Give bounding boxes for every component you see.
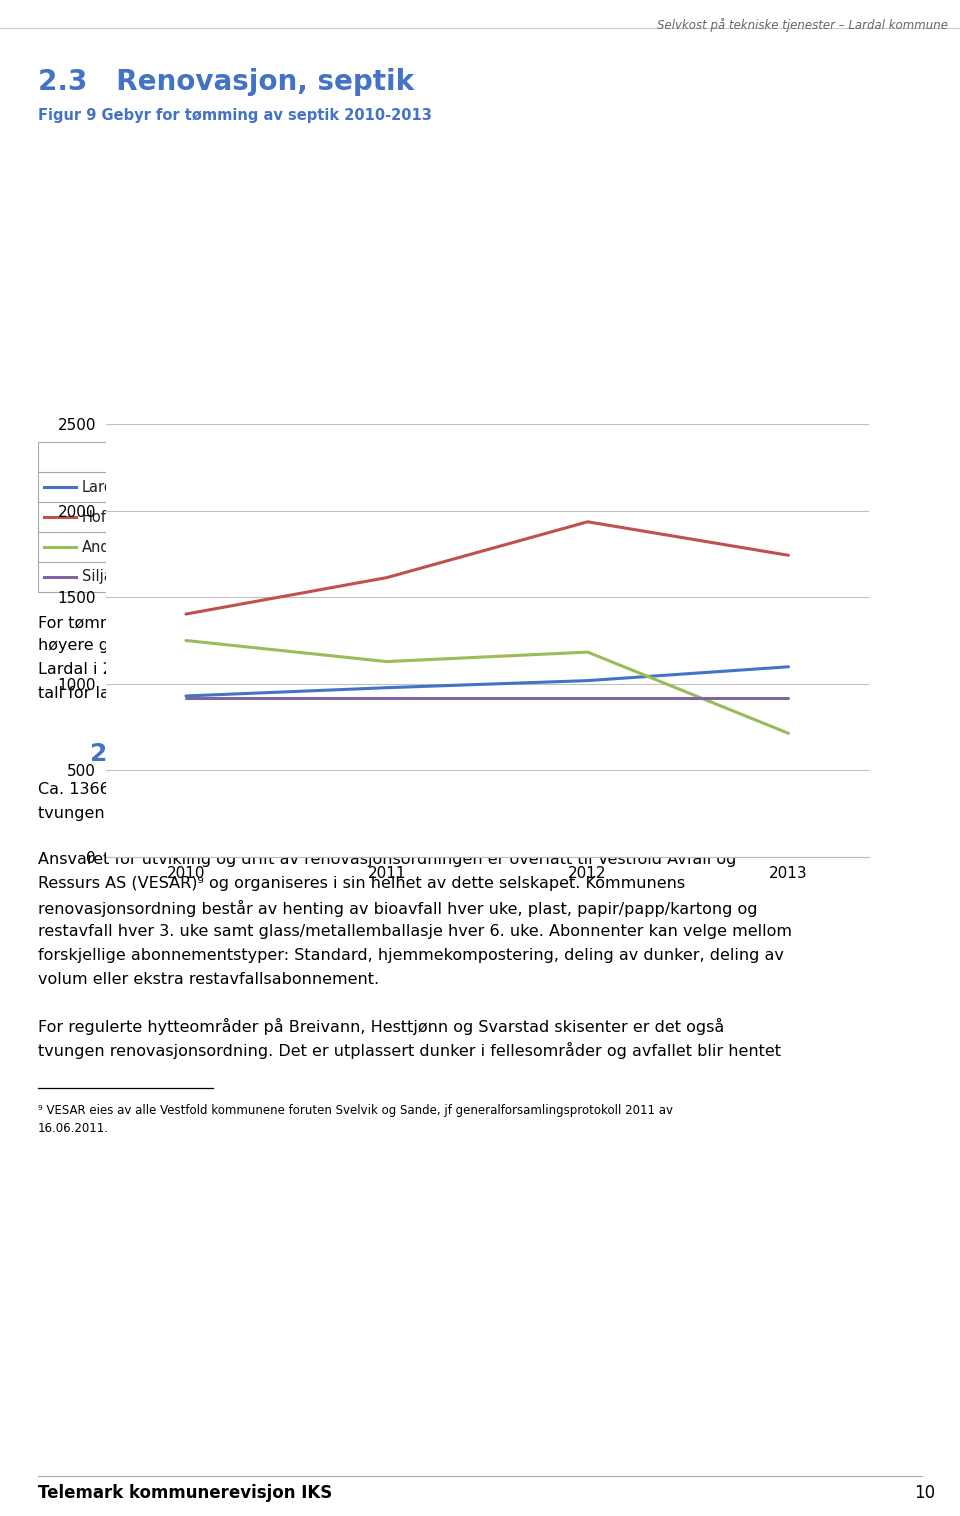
Text: 929: 929: [232, 479, 260, 494]
Text: 16.06.2011.: 16.06.2011.: [38, 1122, 109, 1135]
Text: 10: 10: [914, 1484, 935, 1502]
Text: Selvkost på tekniske tjenester – Lardal kommune: Selvkost på tekniske tjenester – Lardal …: [657, 18, 948, 32]
Text: 977: 977: [410, 479, 438, 494]
Text: Figur 9 Gebyr for tømming av septik 2010-2013: Figur 9 Gebyr for tømming av septik 2010…: [38, 108, 432, 123]
Text: Ca. 1366 abonnenter blir betjent via den kommunale renovasjonsordningen. Ordning: Ca. 1366 abonnenter blir betjent via den…: [38, 782, 766, 797]
Text: 2.3   Renovasjon, septik: 2.3 Renovasjon, septik: [38, 68, 414, 96]
Text: ⁹ VESAR eies av alle Vestfold kommunene foruten Svelvik og Sande, jf generalfors: ⁹ VESAR eies av alle Vestfold kommunene …: [38, 1104, 673, 1117]
Bar: [38, 443, 867, 593]
Text: Hof: Hof: [82, 509, 107, 525]
Text: restavfall hver 3. uke samt glass/metallemballasje hver 6. uke. Abonnenter kan v: restavfall hver 3. uke samt glass/metall…: [38, 923, 792, 938]
Text: For tømming av septik har Lardal kommune ligget på samme nivå som Siljan. Hof ha: For tømming av septik har Lardal kommune…: [38, 614, 766, 631]
Text: Ressurs AS (VESAR)⁹ og organiseres i sin helhet av dette selskapet. Kommunens: Ressurs AS (VESAR)⁹ og organiseres i sin…: [38, 876, 685, 891]
Text: tall for landsgjennomsnitt i KOSTRA.: tall for landsgjennomsnitt i KOSTRA.: [38, 687, 328, 700]
Text: Siljan: Siljan: [82, 570, 122, 585]
Text: 917: 917: [232, 570, 260, 585]
Text: Telemark kommunerevisjon IKS: Telemark kommunerevisjon IKS: [38, 1484, 332, 1502]
Text: volum eller ekstra restavfallsabonnement.: volum eller ekstra restavfallsabonnement…: [38, 972, 379, 987]
Text: 2.4   Renovasjon, avfall: 2.4 Renovasjon, avfall: [90, 741, 420, 766]
Text: 1250: 1250: [228, 540, 265, 555]
Text: tvungen for alle boliger og fritidsboliger.: tvungen for alle boliger og fritidsbolig…: [38, 807, 363, 822]
Text: 1018: 1018: [583, 479, 620, 494]
Text: Lardal: Lardal: [82, 479, 128, 494]
Text: 917: 917: [410, 570, 438, 585]
Text: 713: 713: [764, 540, 792, 555]
Text: forskjellige abonnementstyper: Standard, hjemmekompostering, deling av dunker, d: forskjellige abonnementstyper: Standard,…: [38, 948, 784, 963]
Text: 917: 917: [588, 570, 615, 585]
Text: Andebu: Andebu: [82, 540, 138, 555]
Text: 917: 917: [764, 570, 792, 585]
Text: 2010: 2010: [228, 450, 265, 464]
Text: Ansvaret for utvikling og drift av renovasjonsordningen er overlatt til Vestfold: Ansvaret for utvikling og drift av renov…: [38, 852, 736, 867]
Text: 2013: 2013: [759, 450, 797, 464]
Text: 1403: 1403: [228, 509, 265, 525]
Text: Lardal i 2013. Alle kommunene har vedtatt 100 % dekning av selvkost i 2012. Det : Lardal i 2013. Alle kommunene har vedtat…: [38, 662, 790, 678]
Text: 1937: 1937: [583, 509, 619, 525]
Text: 2012: 2012: [583, 450, 620, 464]
Text: 1743: 1743: [760, 509, 797, 525]
Text: høyere gebyr fra 2010-2013, mens Andebu har ligget høyere, og hadde lavere gebyr: høyere gebyr fra 2010-2013, mens Andebu …: [38, 638, 757, 653]
Text: 2011: 2011: [405, 450, 443, 464]
Text: For regulerte hytteområder på Breivann, Hesttjønn og Svarstad skisenter er det o: For regulerte hytteområder på Breivann, …: [38, 1019, 724, 1035]
Text: tvungen renovasjonsordning. Det er utplassert dunker i fellesområder og avfallet: tvungen renovasjonsordning. Det er utpla…: [38, 1041, 781, 1060]
Text: 1183: 1183: [583, 540, 619, 555]
Text: renovasjonsordning består av henting av bioavfall hver uke, plast, papir/papp/ka: renovasjonsordning består av henting av …: [38, 901, 757, 917]
Text: 1128: 1128: [405, 540, 443, 555]
Text: 1614: 1614: [405, 509, 443, 525]
Text: 1098: 1098: [759, 479, 797, 494]
